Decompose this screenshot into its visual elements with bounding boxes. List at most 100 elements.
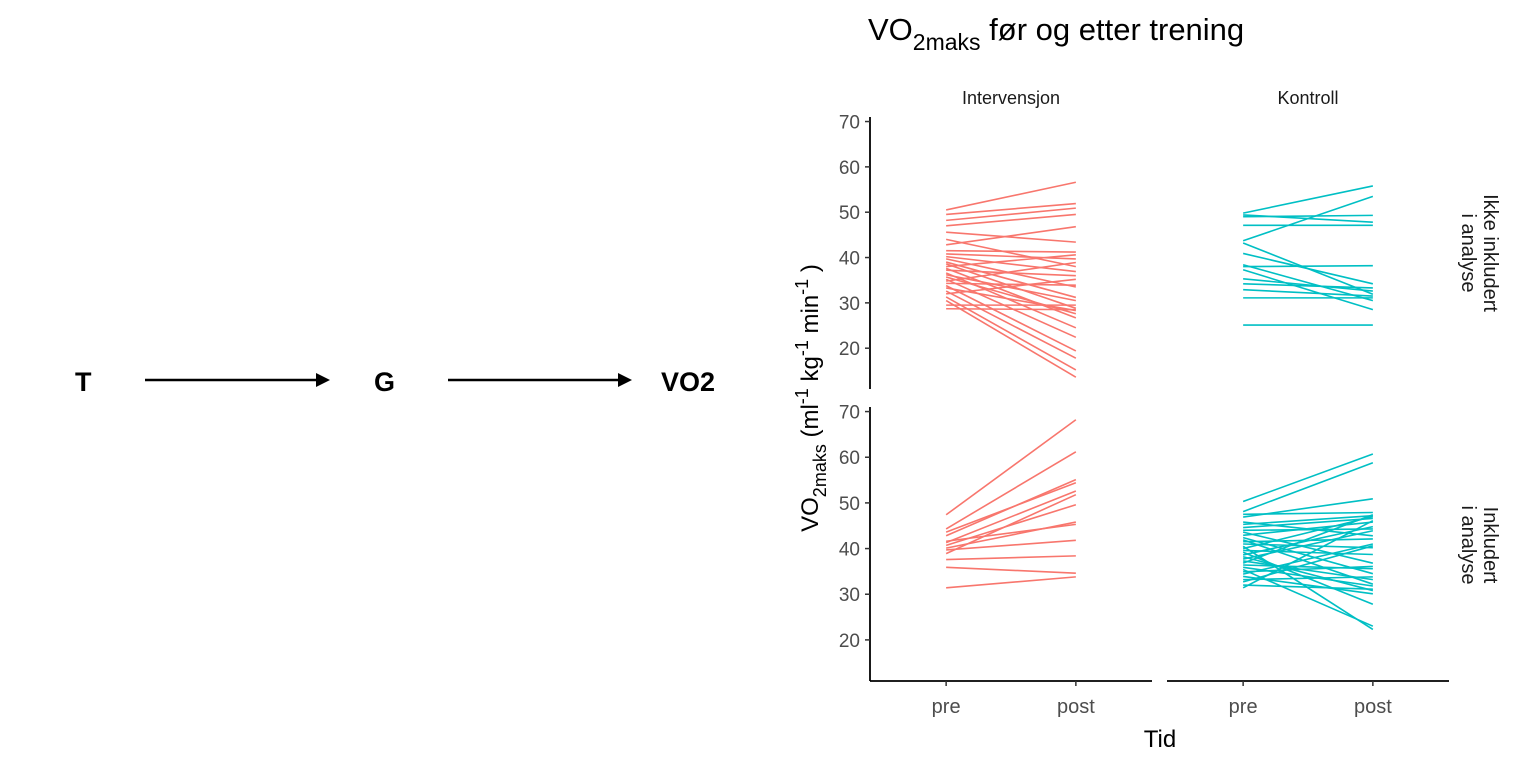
x-tick-label: pre	[932, 696, 961, 718]
data-lines	[945, 181, 1374, 631]
row-strip-bottom-line1: Inkludert	[1479, 507, 1501, 584]
dag-edges	[145, 373, 632, 387]
causal-diagram: T G VO2	[0, 0, 760, 768]
y-axis-title-text: VO2maks (ml-1 kg-1 min-1 )	[792, 264, 830, 532]
series-line-intervensjon	[946, 278, 1076, 295]
y-tick-label: 70	[839, 403, 860, 424]
y-tick-label: 70	[839, 113, 860, 134]
series-line-kontroll	[1243, 517, 1373, 529]
y-tick-label: 30	[839, 585, 860, 606]
series-line-kontroll	[1242, 556, 1374, 592]
series-line-intervensjon	[946, 566, 1076, 575]
series-line-kontroll	[1243, 549, 1373, 556]
x-tick-label: post	[1354, 696, 1392, 718]
series-line-kontroll	[1243, 278, 1373, 292]
row-strip-top-line2: i analyse	[1457, 214, 1479, 293]
series-line-intervensjon	[946, 202, 1076, 216]
series-line-kontroll	[1242, 461, 1374, 513]
series-line-intervensjon	[946, 269, 1076, 277]
series-line-intervensjon	[945, 490, 1077, 544]
series-line-intervensjon	[945, 478, 1077, 537]
series-line-intervensjon	[945, 299, 1077, 378]
series-line-kontroll	[1243, 560, 1373, 581]
series-line-kontroll	[1242, 269, 1374, 311]
series-line-kontroll	[1243, 514, 1373, 526]
y-tick-label: 50	[839, 494, 860, 515]
dag-node-g: G	[374, 367, 396, 397]
series-line-kontroll	[1242, 195, 1374, 242]
series-line-intervensjon	[945, 267, 1077, 319]
strip-label-intervensjon: Intervensjon	[962, 88, 1060, 108]
series-line-intervensjon	[946, 207, 1076, 222]
series-line-intervensjon	[945, 419, 1077, 516]
dag-node-vo2: VO2	[661, 367, 716, 397]
series-line-intervensjon	[945, 181, 1077, 211]
series-line-intervensjon	[945, 278, 1077, 339]
series-line-kontroll	[1242, 252, 1374, 285]
series-line-kontroll	[1243, 528, 1373, 532]
y-tick-label: 40	[839, 540, 860, 561]
series-line-intervensjon	[946, 261, 1076, 282]
series-line-kontroll	[1243, 288, 1373, 297]
series-line-intervensjon	[946, 282, 1076, 286]
series-line-intervensjon	[945, 272, 1077, 329]
series-line-kontroll	[1243, 576, 1373, 581]
series-line-intervensjon	[946, 253, 1076, 260]
series-line-intervensjon	[945, 493, 1077, 555]
series-line-kontroll	[1242, 531, 1374, 564]
series-line-intervensjon	[945, 290, 1077, 359]
dag-arrowhead-t-g	[316, 373, 330, 387]
y-tick-label: 60	[839, 158, 860, 179]
series-line-kontroll	[1243, 283, 1373, 289]
dag-node-t: T	[75, 367, 92, 397]
row-strip-top: Ikke inkludert i analyse	[1457, 194, 1501, 312]
y-tick-label: 40	[839, 249, 860, 270]
series-line-intervensjon	[946, 576, 1076, 589]
series-line-kontroll	[1243, 521, 1373, 537]
y-tick-label: 20	[839, 631, 860, 652]
series-line-intervensjon	[945, 261, 1077, 299]
series-line-intervensjon	[946, 555, 1076, 561]
series-line-kontroll	[1243, 584, 1373, 591]
series-line-intervensjon	[945, 284, 1077, 352]
axes: 20 30 40 50 60 70 20 30 40 50 60 70 pre post pre post	[839, 113, 1449, 718]
series-line-kontroll	[1242, 453, 1374, 503]
series-line-intervensjon	[945, 503, 1077, 547]
strip-label-kontroll: Kontroll	[1277, 88, 1338, 108]
y-tick-label: 30	[839, 294, 860, 315]
series-line-intervensjon	[946, 307, 1076, 311]
x-tick-label: pre	[1229, 696, 1258, 718]
series-line-intervensjon	[946, 255, 1076, 273]
y-axis-title: VO2maks (ml-1 kg-1 min-1 )	[792, 264, 830, 532]
series-line-intervensjon	[945, 451, 1077, 530]
y-tick-label: 60	[839, 448, 860, 469]
chart-title: VO2maks før og etter trening	[868, 12, 1244, 55]
series-line-kontroll	[1242, 514, 1374, 564]
y-tick-label: 50	[839, 203, 860, 224]
series-line-kontroll	[1242, 515, 1374, 550]
series-line-intervensjon	[945, 238, 1077, 268]
series-line-kontroll	[1242, 185, 1374, 214]
chart: VO2maks før og etter trening Intervensjo…	[792, 12, 1501, 753]
series-line-intervensjon	[946, 231, 1076, 243]
series-line-intervensjon	[946, 213, 1076, 227]
series-line-intervensjon	[946, 225, 1076, 246]
series-line-intervensjon	[946, 249, 1076, 253]
row-strip-bottom-line2: i analyse	[1457, 506, 1479, 585]
row-strip-top-line1: Ikke inkludert	[1479, 194, 1501, 312]
series-line-kontroll	[1243, 543, 1373, 549]
x-tick-label: post	[1057, 696, 1095, 718]
series-line-intervensjon	[946, 254, 1076, 268]
row-strip-bottom: Inkludert i analyse	[1457, 506, 1501, 585]
series-line-kontroll	[1243, 264, 1373, 268]
series-line-kontroll	[1242, 519, 1374, 589]
series-line-kontroll	[1243, 214, 1373, 218]
series-line-kontroll	[1242, 543, 1374, 575]
y-tick-label: 20	[839, 339, 860, 360]
x-axis-title: Tid	[1144, 726, 1176, 753]
series-line-kontroll	[1243, 497, 1373, 518]
series-line-intervensjon	[945, 273, 1077, 302]
dag-arrowhead-g-vo2	[618, 373, 632, 387]
series-line-intervensjon	[946, 539, 1076, 551]
series-line-kontroll	[1243, 565, 1373, 573]
